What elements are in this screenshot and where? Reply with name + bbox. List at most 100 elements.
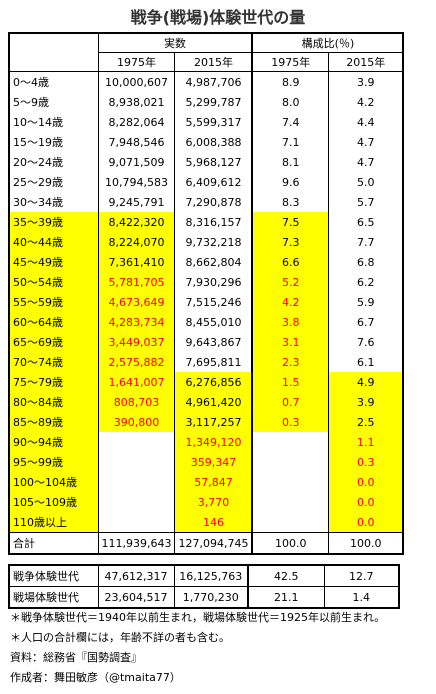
table-row: 戦争体験世代 47,612,317 16,125,763 42.5 12.7: [8, 565, 400, 587]
row-label: 20～24歳: [8, 152, 99, 172]
cell: 9,732,218: [174, 232, 254, 252]
table-row: 80～84歳 808,703 4,961,420 0.7 3.9: [8, 392, 404, 412]
cell: 5.2: [251, 272, 329, 292]
cell: 4.4: [327, 112, 404, 132]
cell: 8,224,070: [97, 232, 176, 252]
cell: 3.9: [327, 392, 404, 412]
cell: [97, 472, 176, 492]
table-row: 15～19歳 7,948,546 6,008,388 7.1 4.7: [8, 132, 404, 152]
cell: 0.3: [327, 452, 404, 472]
cell: 100.0: [327, 532, 404, 554]
row-label: 95～99歳: [8, 452, 99, 472]
cell: 2.3: [251, 352, 329, 372]
cell: 3,770: [174, 492, 254, 512]
cell: 4.2: [251, 292, 329, 312]
cell: 8.9: [251, 71, 329, 92]
generation-table: 戦争体験世代 47,612,317 16,125,763 42.5 12.7 戦場体験世代…: [8, 564, 400, 609]
table-row: 25～29歳 10,794,583 6,409,612 9.6 5.0: [8, 172, 404, 192]
row-label: 15～19歳: [8, 132, 99, 152]
cell: 1,770,230: [173, 586, 249, 608]
cell: 6.2: [327, 272, 404, 292]
header-corner: [8, 33, 99, 72]
table-row: 100～104歳 57,847 0.0: [8, 472, 404, 492]
note: ＊人口の合計欄には，年齢不詳の者も含む。: [10, 631, 230, 644]
table-row: 50～54歳 5,781,705 7,930,296 5.2 6.2: [8, 272, 404, 292]
table-row: 55～59歳 4,673,649 7,515,246 4.2 5.9: [8, 292, 404, 312]
cell: 10,794,583: [97, 172, 176, 192]
row-label: 50～54歳: [8, 272, 99, 292]
cell: [251, 432, 329, 452]
cell: 47,612,317: [97, 565, 175, 587]
row-label: 105～109歳: [8, 492, 99, 512]
row-label: 110歳以上: [8, 512, 99, 533]
cell: 3,117,257: [174, 412, 254, 432]
row-label: 75～79歳: [8, 372, 99, 392]
row-label: 65～69歳: [8, 332, 99, 352]
header-group: 実数: [97, 33, 254, 53]
row-label: 0～4歳: [8, 71, 99, 92]
cell: 0.3: [251, 412, 329, 432]
table-row: 90～94歳 1,349,120 1.1: [8, 432, 404, 452]
table-row: 70～74歳 2,575,882 7,695,811 2.3 6.1: [8, 352, 404, 372]
cell: 7,930,296: [174, 272, 254, 292]
cell: 7,290,878: [174, 192, 254, 212]
cell: [251, 492, 329, 512]
cell: 127,094,745: [174, 532, 254, 554]
cell: 7.3: [251, 232, 329, 252]
cell: 10,000,607: [97, 71, 176, 92]
cell: 5.7: [327, 192, 404, 212]
table-row: 110歳以上 146 0.0: [8, 512, 404, 533]
data-table: 実数 構成比(％) 1975年 2015年 1975年 2015年 0～4歳 10…: [8, 32, 405, 555]
cell: 6.5: [327, 212, 404, 232]
table-row: 30～34歳 9,245,791 7,290,878 8.3 5.7: [8, 192, 404, 212]
cell: 57,847: [174, 472, 254, 492]
header-year: 1975年: [251, 52, 329, 72]
table-row: 10～14歳 8,282,064 5,599,317 7.4 4.4: [8, 112, 404, 132]
row-label: 戦争体験世代: [8, 565, 99, 587]
cell: 9,071,509: [97, 152, 176, 172]
row-label: 10～14歳: [8, 112, 99, 132]
cell: 7.1: [251, 132, 329, 152]
table-row: 戦場体験世代 23,604,517 1,770,230 21.1 1.4: [8, 586, 400, 608]
note: 資料：総務省『国勢調査』: [10, 651, 142, 664]
cell: 100.0: [251, 532, 329, 554]
table-row: 0～4歳 10,000,607 4,987,706 8.9 3.9: [8, 71, 404, 92]
cell: [97, 452, 176, 472]
cell: 7.6: [327, 332, 404, 352]
cell: 12.7: [323, 565, 400, 587]
table-row: 合計 111,939,643 127,094,745 100.0 100.0: [8, 532, 404, 554]
header-group: 構成比(％): [251, 33, 404, 53]
cell: 0.7: [251, 392, 329, 412]
row-label: 80～84歳: [8, 392, 99, 412]
cell: [97, 432, 176, 452]
table-row: 105～109歳 3,770 0.0: [8, 492, 404, 512]
cell: 8,938,021: [97, 92, 176, 112]
cell: [97, 492, 176, 512]
table-row: 65～69歳 3,449,037 9,643,867 3.1 7.6: [8, 332, 404, 352]
row-label: 60～64歳: [8, 312, 99, 332]
cell: 8,422,320: [97, 212, 176, 232]
row-label: 70～74歳: [8, 352, 99, 372]
row-label: 35～39歳: [8, 212, 99, 232]
cell: 8,282,064: [97, 112, 176, 132]
cell: 2,575,882: [97, 352, 176, 372]
cell: 7,948,546: [97, 132, 176, 152]
cell: 4,961,420: [174, 392, 254, 412]
notes: ＊戦争体験世代＝1940年以前生まれ，戦場体験世代＝1925年以前生まれ。 ＊人口…: [10, 608, 385, 688]
cell: 6.8: [327, 252, 404, 272]
cell: 146: [174, 512, 254, 533]
cell: 6.1: [327, 352, 404, 372]
cell: [251, 512, 329, 533]
header-year: 2015年: [327, 52, 404, 72]
cell: 4.7: [327, 132, 404, 152]
cell: 7.5: [251, 212, 329, 232]
cell: 111,939,643: [97, 532, 176, 554]
row-label: 戦場体験世代: [8, 586, 99, 608]
cell: 6,276,856: [174, 372, 254, 392]
header-row: 1975年 2015年 1975年 2015年: [9, 52, 404, 72]
row-label: 100～104歳: [8, 472, 99, 492]
table-row: 75～79歳 1,641,007 6,276,856 1.5 4.9: [8, 372, 404, 392]
cell: 7,515,246: [174, 292, 254, 312]
cell: 8,316,157: [174, 212, 254, 232]
